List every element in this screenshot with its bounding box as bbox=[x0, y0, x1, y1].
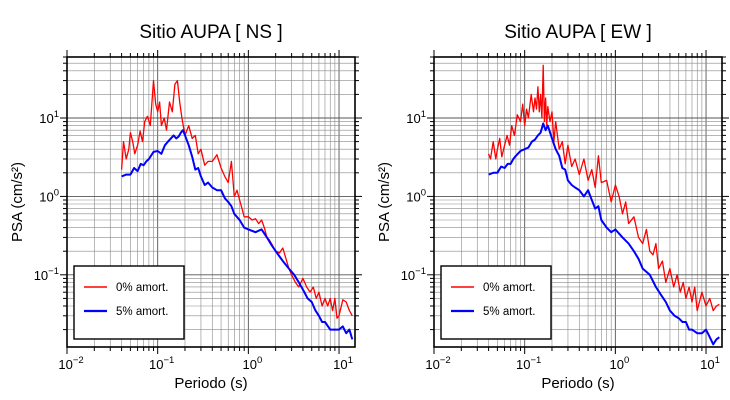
series-line-blue bbox=[488, 122, 720, 346]
x-tick-label: 101 bbox=[333, 355, 353, 372]
y-axis-label: PSA (cm/s²) bbox=[376, 162, 393, 242]
legend-label: 5% amort. bbox=[116, 306, 168, 318]
y-tick-label: 101 bbox=[39, 109, 59, 126]
legend-label: 0% amort. bbox=[483, 282, 535, 294]
y-tick-label: 10−1 bbox=[34, 266, 59, 283]
x-tick-label: 10−2 bbox=[58, 355, 83, 372]
plot-frame bbox=[66, 56, 356, 348]
y-axis-label: PSA (cm/s²) bbox=[9, 162, 26, 242]
legend-box bbox=[73, 265, 185, 340]
axis-ticks bbox=[60, 50, 362, 354]
legend-label: 0% amort. bbox=[116, 282, 168, 294]
plot-frame bbox=[433, 56, 723, 348]
series-line-blue bbox=[121, 129, 354, 340]
x-tick-label: 100 bbox=[242, 355, 262, 372]
x-tick-label: 101 bbox=[700, 355, 720, 372]
series-line-red bbox=[120, 79, 353, 319]
legend: 0% amort. 5% amort. bbox=[440, 265, 552, 340]
x-axis-label: Periodo (s) bbox=[541, 375, 614, 392]
chart-panel-1: 10−2 10−1 100 101 10−1 100 101 Sitio AUPA [ NS … bbox=[9, 22, 362, 392]
series-line-red bbox=[487, 64, 720, 312]
legend: 0% amort. 5% amort. bbox=[73, 265, 185, 340]
y-tick-label: 101 bbox=[406, 109, 426, 126]
axis-ticks bbox=[427, 50, 729, 354]
chart-title: Sitio AUPA [ NS ] bbox=[139, 22, 282, 43]
x-tick-label: 10−2 bbox=[425, 355, 450, 372]
x-tick-label: 10−1 bbox=[149, 355, 174, 372]
legend-box bbox=[440, 265, 552, 340]
y-tick-label: 10−1 bbox=[401, 266, 426, 283]
legend-label: 5% amort. bbox=[483, 306, 535, 318]
y-tick-label: 100 bbox=[39, 187, 59, 204]
grid bbox=[67, 57, 355, 347]
chart-panel-2: 10−2 10−1 100 101 10−1 100 101 Sitio AUPA [ EW … bbox=[376, 22, 729, 392]
x-axis-label: Periodo (s) bbox=[174, 375, 247, 392]
x-tick-label: 100 bbox=[609, 355, 629, 372]
x-tick-label: 10−1 bbox=[516, 355, 541, 372]
y-tick-label: 100 bbox=[406, 187, 426, 204]
chart-title: Sitio AUPA [ EW ] bbox=[504, 22, 651, 43]
